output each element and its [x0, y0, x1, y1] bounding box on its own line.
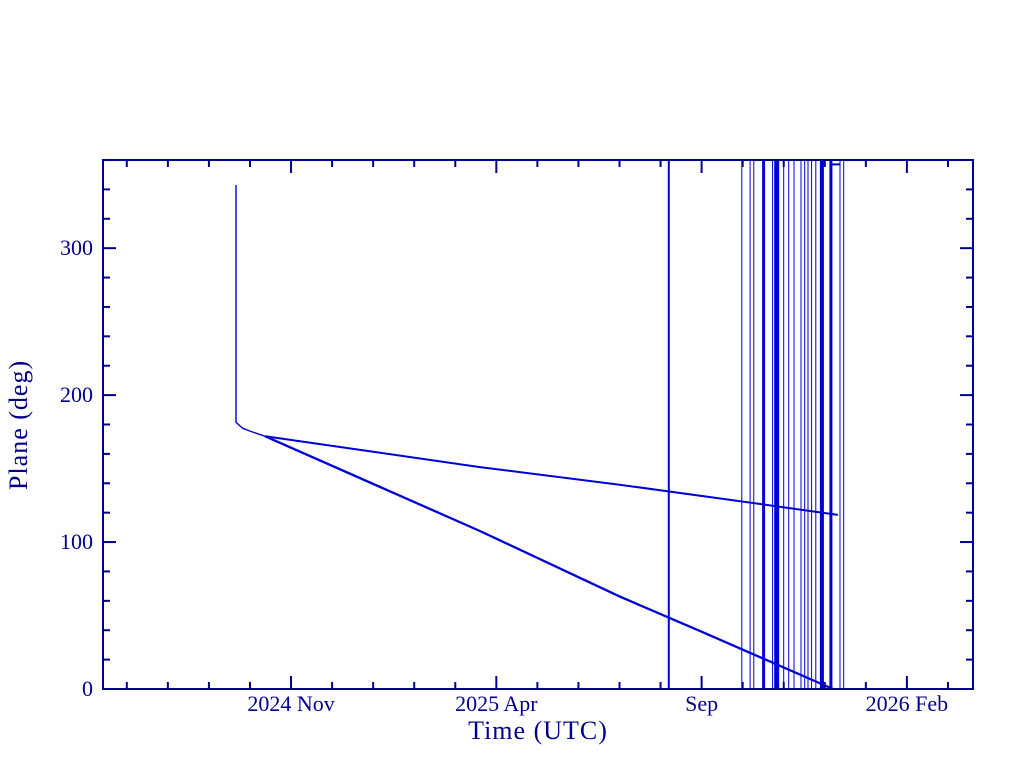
x-axis-title: Time (UTC)	[468, 716, 608, 745]
series-lower-branch	[264, 435, 834, 691]
y-axis-tick-labels: 100 200 300 0	[60, 235, 93, 701]
y-tick-label: 0	[82, 676, 93, 701]
series-upper-branch	[265, 435, 839, 516]
x-tick-label: 2025 Apr	[455, 691, 538, 716]
event-lines	[667, 160, 845, 689]
series-initial-drop	[235, 185, 266, 437]
frame-rect	[102, 159, 974, 690]
y-axis-title: Plane (deg)	[4, 359, 33, 490]
y-axis-ticks	[103, 188, 973, 661]
y-tick-label: 200	[60, 382, 93, 407]
y-tick-label: 300	[60, 235, 93, 260]
x-tick-label: 2026 Feb	[866, 691, 949, 716]
x-axis-ticks	[125, 160, 949, 689]
x-tick-label: Sep	[685, 691, 718, 716]
x-axis-tick-labels: 2024 Nov 2025 Apr Sep 2026 Feb	[247, 691, 948, 716]
y-tick-label: 100	[60, 529, 93, 554]
plot-frame	[102, 159, 974, 690]
x-tick-label: 2024 Nov	[247, 691, 334, 716]
